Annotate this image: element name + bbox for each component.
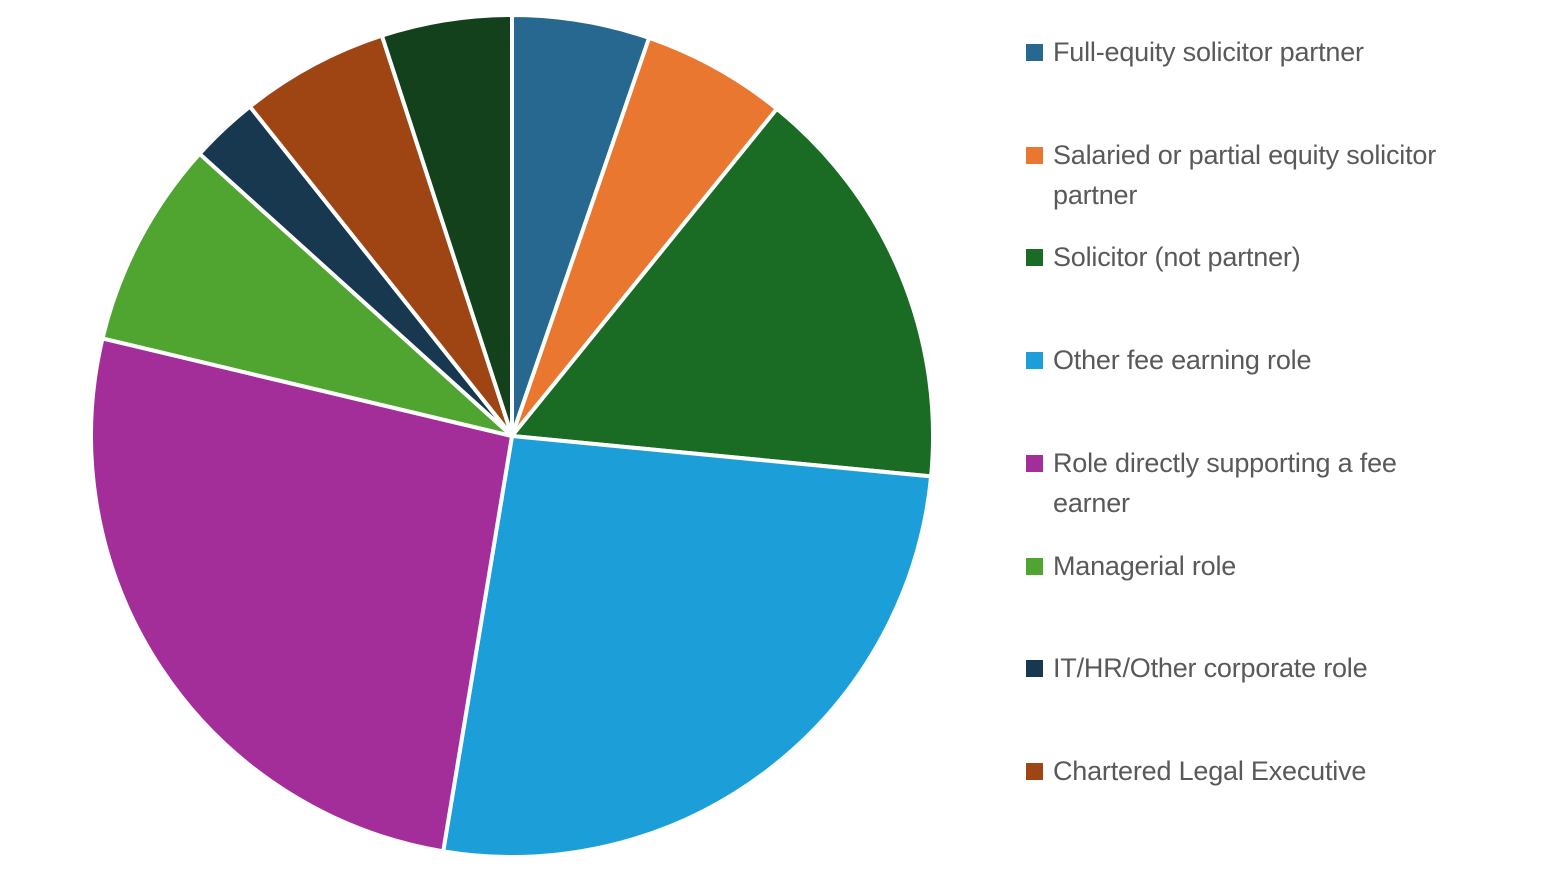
legend-color-swatch [1026,660,1043,678]
legend-color-swatch [1026,454,1043,472]
legend-item-label: Salaried or partial equity solicitor par… [1053,139,1436,210]
pie-slice-chartered-legal-executive [247,33,514,438]
legend-item-label: IT/HR/Other corporate role [1053,653,1368,684]
pie-slice-unlabeled [379,13,514,438]
legend-item-label: Managerial role [1053,550,1237,581]
pie-slice-salaried-or-partial-equity-solicitor-partner [510,35,779,438]
legend-color-swatch [1026,352,1043,370]
pie-slice-solicitor-not-partner [510,106,935,479]
legend-item-full-equity-solicitor-partner: Full-equity solicitor partner [1026,32,1453,72]
legend-color-swatch [1026,44,1043,61]
legend-item-chartered-legal-executive: Chartered Legal Executive [1026,751,1453,791]
legend-color-swatch [1026,557,1043,575]
legend-item-solicitor-not-partner: Solicitor (not partner) [1026,237,1453,277]
legend-item-label: Full-equity solicitor partner [1053,37,1364,67]
legend-item-salaried-or-partial-equity-solicitor-partner: Salaried or partial equity solicitor par… [1026,135,1453,215]
legend-item-label: Solicitor (not partner) [1053,242,1301,273]
legend-color-swatch [1026,762,1043,780]
pie-slice-managerial-role [100,151,514,438]
legend-item-label: Chartered Legal Executive [1053,755,1367,786]
legend-item-it-hr-other-corporate-role: IT/HR/Other corporate role [1026,648,1453,688]
legend-color-swatch [1026,146,1043,164]
legend-item-other-fee-earning-role: Other fee earning role [1026,340,1453,380]
legend-item-label: Other fee earning role [1053,345,1312,376]
pie-chart [89,12,935,859]
legend-color-swatch [1026,249,1043,267]
legend-item-role-directly-supporting-a-fee-earner: Role directly supporting a fee earner [1026,443,1453,523]
legend: Full-equity solicitor partner Salaried o… [1026,0,1506,872]
pie-slice-role-directly-supporting-a-fee-earner [89,336,514,854]
legend-item-label: Role directly supporting a fee earner [1053,447,1397,518]
legend-item-managerial-role: Managerial role [1026,546,1453,586]
pie-slice-other-fee-earning-role [441,434,934,859]
